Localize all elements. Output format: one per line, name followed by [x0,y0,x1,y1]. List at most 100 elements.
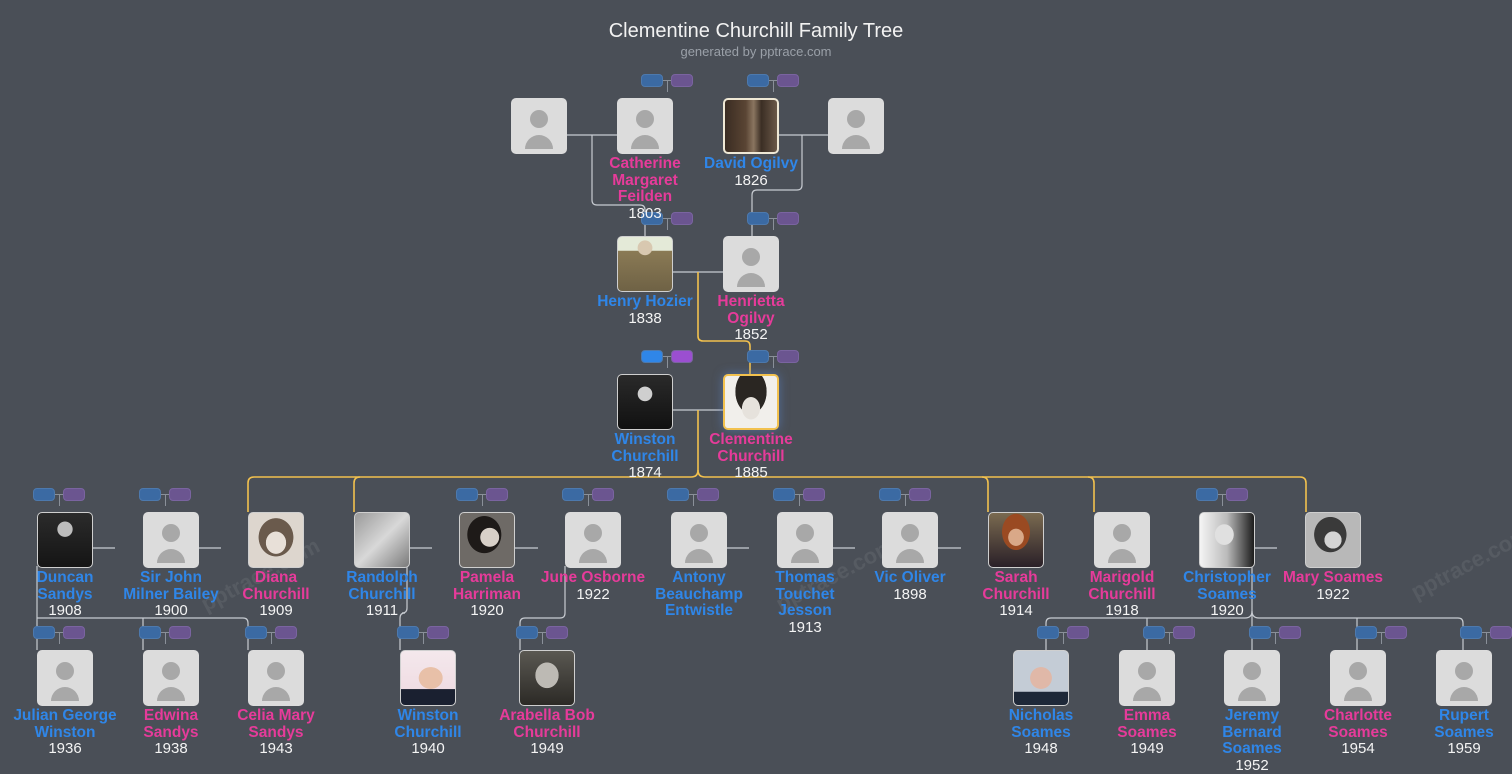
expand-father-pill[interactable] [456,488,478,501]
expand-mother-pill[interactable] [546,626,568,639]
expand-parents-henry[interactable] [641,212,693,230]
expand-parents-arabella[interactable] [516,626,568,644]
person-name[interactable]: Winston Churchill [611,431,679,465]
expand-parents-june[interactable] [562,488,614,506]
expand-parents-sirjohn[interactable] [139,488,191,506]
expand-mother-pill[interactable] [169,626,191,639]
person-photo[interactable] [37,512,93,568]
expand-mother-pill[interactable] [671,74,693,87]
expand-father-pill[interactable] [245,626,267,639]
expand-mother-pill[interactable] [777,74,799,87]
person-photo[interactable] [777,512,833,568]
expand-parents-julian[interactable] [33,626,85,644]
expand-mother-pill[interactable] [803,488,825,501]
expand-father-pill[interactable] [516,626,538,639]
person-name[interactable]: Antony Beauchamp Entwistle [655,569,743,619]
person-photo[interactable] [1436,650,1492,706]
person-photo[interactable] [1224,650,1280,706]
person-name[interactable]: Vic Oliver [874,569,946,586]
person-name[interactable]: Sarah Churchill [982,569,1050,603]
expand-mother-pill[interactable] [1067,626,1089,639]
person-name[interactable]: Sir John Milner Bailey [123,569,219,603]
expand-mother-pill[interactable] [1173,626,1195,639]
expand-parents-vic[interactable] [879,488,931,506]
person-name[interactable]: Julian George Winston [13,707,117,741]
person-photo[interactable] [671,512,727,568]
person-photo[interactable] [37,650,93,706]
expand-father-pill[interactable] [641,350,663,363]
expand-father-pill[interactable] [1355,626,1377,639]
expand-mother-pill[interactable] [697,488,719,501]
expand-mother-pill[interactable] [777,212,799,225]
person-name[interactable]: Randolph Churchill [346,569,418,603]
expand-mother-pill[interactable] [427,626,449,639]
person-photo[interactable] [828,98,884,154]
expand-parents-david[interactable] [747,74,799,92]
expand-parents-christopher[interactable] [1196,488,1248,506]
person-photo[interactable] [988,512,1044,568]
person-name[interactable]: Catherine Margaret Feilden [609,155,681,205]
expand-father-pill[interactable] [562,488,584,501]
expand-parents-duncan[interactable] [33,488,85,506]
person-name[interactable]: Nicholas Soames [1008,707,1074,741]
expand-parents-catherine[interactable] [641,74,693,92]
person-name[interactable]: June Osborne [540,569,646,586]
expand-parents-thomas[interactable] [773,488,825,506]
person-photo[interactable] [1013,650,1069,706]
person-photo[interactable] [519,650,575,706]
expand-father-pill[interactable] [1037,626,1059,639]
expand-parents-edwina[interactable] [139,626,191,644]
expand-parents-winston[interactable] [641,350,693,368]
person-name[interactable]: Pamela Harriman [452,569,522,603]
expand-parents-winston2[interactable] [397,626,449,644]
person-name[interactable]: Henry Hozier [597,293,693,310]
expand-parents-antony[interactable] [667,488,719,506]
person-name[interactable]: Arabella Bob Churchill [499,707,595,741]
expand-father-pill[interactable] [1460,626,1482,639]
person-photo[interactable] [248,650,304,706]
person-photo[interactable] [400,650,456,706]
person-photo[interactable] [459,512,515,568]
expand-mother-pill[interactable] [275,626,297,639]
person-photo[interactable] [1119,650,1175,706]
person-photo[interactable] [617,374,673,430]
expand-mother-pill[interactable] [671,350,693,363]
expand-mother-pill[interactable] [486,488,508,501]
expand-father-pill[interactable] [1196,488,1218,501]
expand-mother-pill[interactable] [671,212,693,225]
expand-father-pill[interactable] [773,488,795,501]
person-name[interactable]: Christopher Soames [1183,569,1271,603]
person-photo[interactable] [617,236,673,292]
person-photo[interactable] [723,236,779,292]
person-name[interactable]: David Ogilvy [704,155,798,172]
expand-parents-nicholas[interactable] [1037,626,1089,644]
person-name[interactable]: Charlotte Soames [1323,707,1393,741]
expand-father-pill[interactable] [641,74,663,87]
expand-father-pill[interactable] [1143,626,1165,639]
expand-mother-pill[interactable] [1279,626,1301,639]
expand-father-pill[interactable] [667,488,689,501]
expand-father-pill[interactable] [747,74,769,87]
person-photo[interactable] [1305,512,1361,568]
person-name[interactable]: Thomas Touchet Jesson [775,569,835,619]
expand-mother-pill[interactable] [909,488,931,501]
person-name[interactable]: Edwina Sandys [143,707,199,741]
person-name[interactable]: Mary Soames [1283,569,1383,586]
person-photo[interactable] [1094,512,1150,568]
expand-father-pill[interactable] [1249,626,1271,639]
person-name[interactable]: Henrietta Ogilvy [717,293,785,327]
person-photo[interactable] [248,512,304,568]
expand-father-pill[interactable] [641,212,663,225]
person-name[interactable]: Diana Churchill [242,569,310,603]
expand-father-pill[interactable] [139,488,161,501]
expand-mother-pill[interactable] [169,488,191,501]
person-name[interactable]: Jeremy Bernard Soames [1222,707,1282,757]
expand-mother-pill[interactable] [63,626,85,639]
person-photo[interactable] [882,512,938,568]
expand-mother-pill[interactable] [1385,626,1407,639]
person-photo[interactable] [565,512,621,568]
person-photo[interactable] [354,512,410,568]
person-photo[interactable] [143,650,199,706]
person-name[interactable]: Celia Mary Sandys [237,707,315,741]
expand-father-pill[interactable] [879,488,901,501]
